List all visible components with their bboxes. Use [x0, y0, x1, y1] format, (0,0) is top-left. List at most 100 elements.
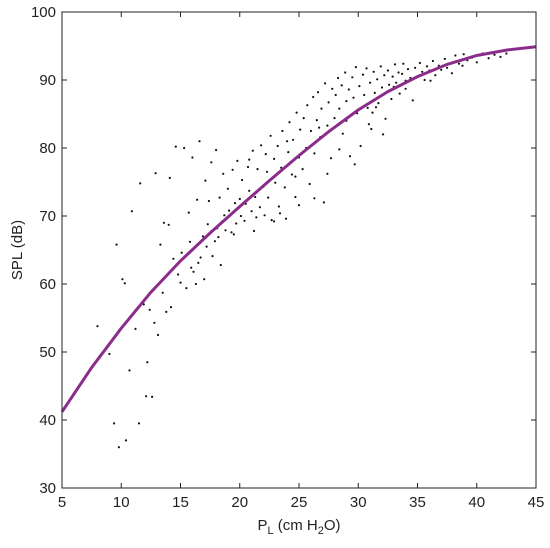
- data-point: [241, 178, 244, 182]
- data-point: [269, 134, 272, 137]
- data-point: [159, 243, 162, 246]
- data-point: [425, 65, 429, 68]
- data-point: [373, 91, 376, 94]
- data-point: [224, 229, 227, 232]
- data-point: [276, 144, 279, 148]
- data-point: [423, 78, 426, 82]
- data-point: [390, 97, 393, 101]
- data-point: [312, 95, 315, 99]
- data-point: [334, 93, 337, 97]
- data-point: [294, 195, 297, 199]
- data-point: [384, 117, 387, 120]
- data-point: [344, 71, 347, 74]
- data-point: [382, 133, 385, 136]
- data-point: [162, 221, 165, 224]
- data-point: [278, 212, 282, 215]
- data-point: [421, 70, 424, 73]
- data-point: [154, 172, 157, 175]
- data-point: [354, 66, 357, 69]
- data-point: [128, 369, 131, 372]
- x-tick-label: 15: [172, 494, 189, 511]
- data-point: [167, 223, 170, 226]
- data-point: [188, 240, 192, 243]
- data-point: [232, 233, 235, 236]
- data-point: [169, 306, 173, 309]
- data-point: [256, 168, 259, 171]
- data-point: [295, 111, 298, 114]
- data-point: [363, 93, 366, 97]
- data-point: [211, 255, 214, 258]
- data-point: [440, 68, 443, 71]
- y-tick-label: 30: [39, 480, 56, 497]
- data-point: [320, 107, 323, 110]
- data-point: [358, 85, 361, 88]
- data-point: [134, 327, 137, 330]
- data-point: [337, 76, 340, 80]
- data-point: [297, 204, 301, 207]
- data-point: [113, 422, 116, 425]
- data-point: [395, 81, 398, 84]
- data-point: [231, 168, 234, 171]
- data-point: [191, 156, 194, 159]
- data-point: [309, 129, 312, 133]
- data-point: [329, 157, 333, 160]
- data-point: [226, 187, 229, 190]
- data-point: [493, 53, 496, 56]
- x-tick-label: 10: [113, 494, 130, 511]
- data-point: [286, 140, 289, 143]
- data-point: [230, 231, 233, 234]
- axis-ticks: 5 10 15 20 25 30 35 40 45 30 40 50 60 70 80 90 100: [31, 4, 544, 511]
- data-point: [401, 72, 404, 75]
- y-tick-label: 40: [39, 412, 56, 429]
- data-point: [429, 79, 432, 82]
- data-point: [434, 74, 437, 77]
- data-point: [210, 161, 213, 164]
- y-tick-label: 60: [39, 276, 56, 293]
- x-axis-label-main: P: [257, 517, 267, 534]
- data-point: [108, 352, 111, 356]
- data-point: [153, 321, 156, 324]
- data-point: [248, 158, 251, 161]
- data-point: [391, 75, 394, 78]
- x-axis-label-end: O): [324, 517, 341, 534]
- data-point: [457, 62, 461, 65]
- data-point: [333, 117, 336, 120]
- data-point: [299, 128, 302, 131]
- data-point: [168, 176, 171, 179]
- data-point: [180, 251, 183, 254]
- data-point: [222, 172, 225, 175]
- data-point: [201, 235, 205, 238]
- data-point: [371, 111, 374, 114]
- data-point: [265, 170, 269, 173]
- data-point: [418, 61, 421, 65]
- data-point: [450, 72, 453, 75]
- data-point: [380, 86, 384, 89]
- data-point: [406, 68, 410, 71]
- data-point: [331, 87, 334, 90]
- data-point: [205, 245, 208, 248]
- data-point: [338, 107, 341, 110]
- data-point: [174, 145, 177, 148]
- data-point: [318, 126, 321, 129]
- data-point: [219, 263, 222, 267]
- data-point: [284, 217, 288, 220]
- y-tick-label: 50: [39, 344, 56, 361]
- data-point: [263, 214, 266, 217]
- data-point: [404, 87, 407, 90]
- data-point: [198, 140, 201, 143]
- data-point: [228, 209, 231, 212]
- data-point: [431, 59, 434, 63]
- data-point: [340, 84, 343, 87]
- data-point: [462, 53, 465, 56]
- data-point: [383, 74, 386, 77]
- data-point: [361, 73, 365, 76]
- data-point: [124, 439, 128, 442]
- data-point: [250, 210, 253, 213]
- data-point: [345, 100, 348, 103]
- data-point: [254, 195, 257, 199]
- y-tick-label: 80: [39, 140, 56, 157]
- data-point: [238, 197, 241, 201]
- data-point: [308, 182, 311, 186]
- x-axis-label-sub2: 2: [318, 525, 324, 537]
- data-point: [379, 65, 382, 68]
